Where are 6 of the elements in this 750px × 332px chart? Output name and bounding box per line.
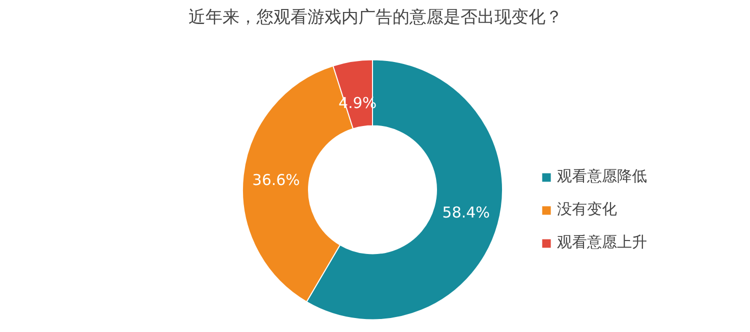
legend-label: 没有变化 bbox=[557, 200, 617, 219]
data-label: 58.4% bbox=[442, 204, 490, 222]
legend-label: 观看意愿降低 bbox=[557, 167, 647, 186]
data-label: 36.6% bbox=[252, 170, 300, 189]
chart-title: 近年来，您观看游戏内广告的意愿是否出现变化？ bbox=[188, 8, 562, 28]
legend-label: 观看意愿上升 bbox=[557, 233, 647, 252]
